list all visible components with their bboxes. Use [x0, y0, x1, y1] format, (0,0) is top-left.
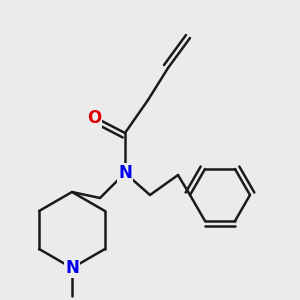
Text: N: N — [118, 164, 132, 182]
Text: O: O — [87, 109, 101, 127]
Text: N: N — [65, 259, 79, 277]
